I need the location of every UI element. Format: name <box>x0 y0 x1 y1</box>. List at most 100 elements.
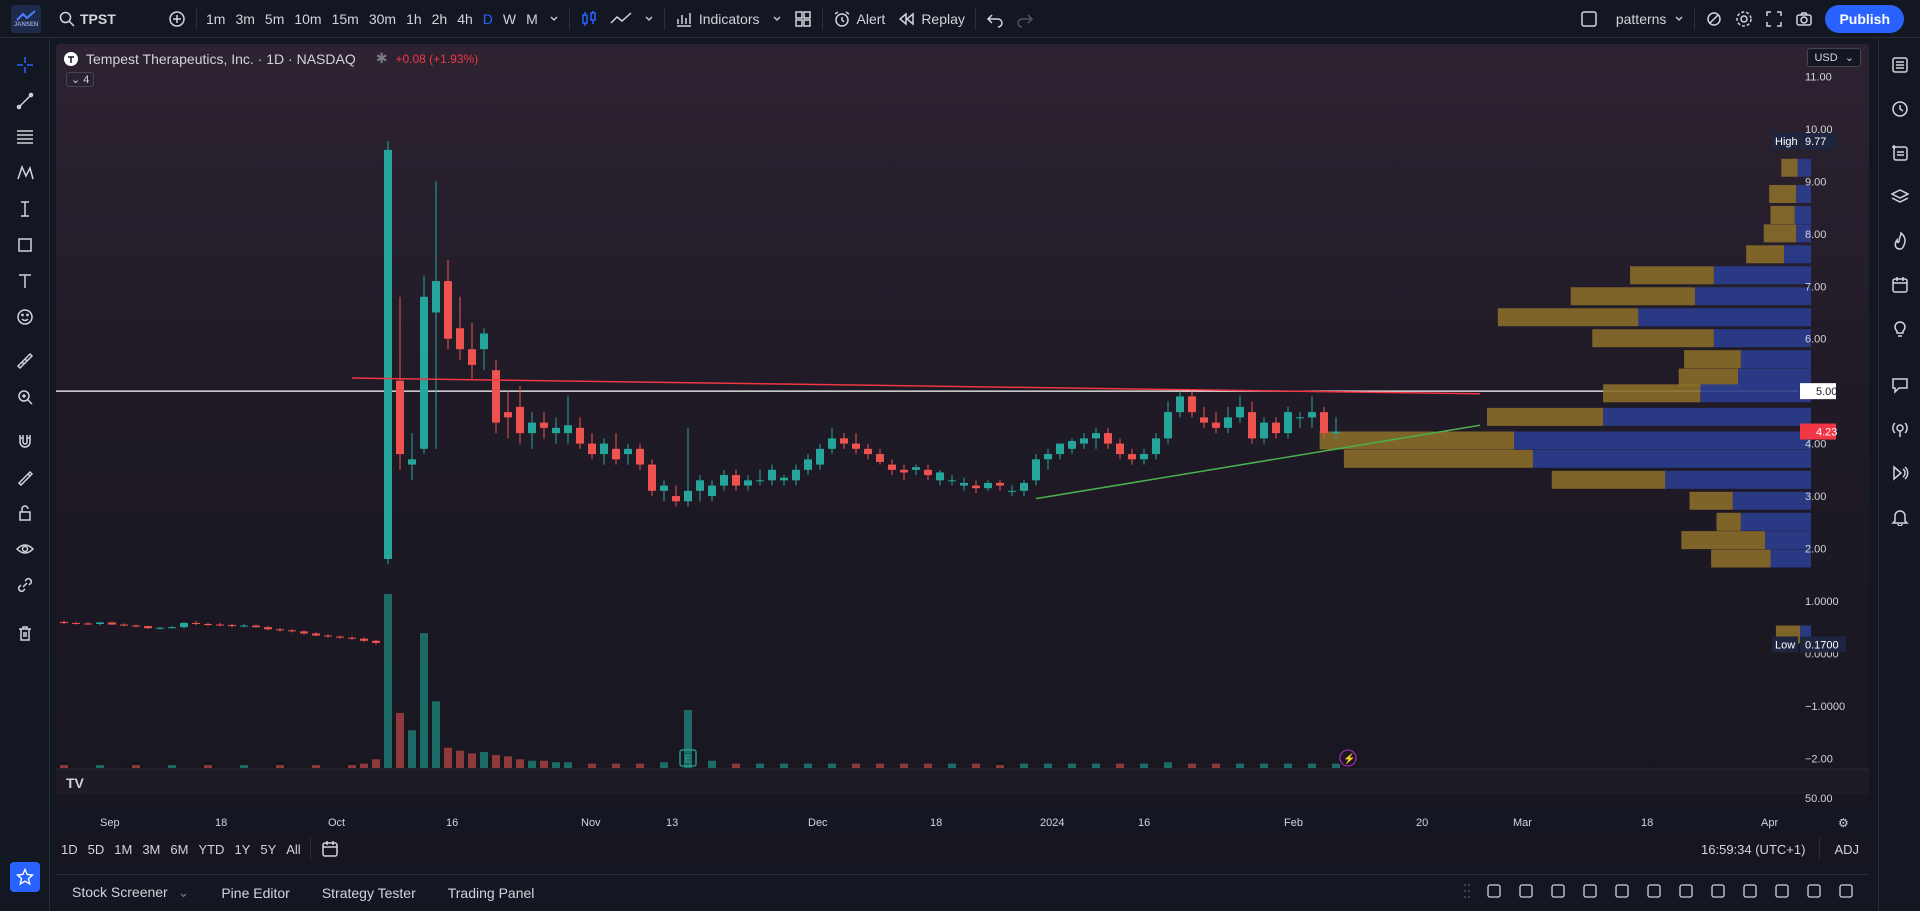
remove-drawings-tool[interactable] <box>13 621 37 645</box>
indicators-button[interactable]: Indicators <box>669 5 766 33</box>
star-badge-icon[interactable] <box>1741 882 1759 903</box>
trend-line-tool[interactable] <box>13 89 37 113</box>
lock-drawings-tool[interactable] <box>13 501 37 525</box>
watchlist-button[interactable] <box>1888 53 1912 77</box>
range-5y[interactable]: 5Y <box>260 841 277 857</box>
text-cursor-icon[interactable] <box>1581 882 1599 903</box>
range-ytd[interactable]: YTD <box>198 841 225 857</box>
image-icon[interactable] <box>1709 882 1727 903</box>
brand-logo[interactable]: JANSEN <box>0 0 52 38</box>
timeframe-3m[interactable]: 3m <box>235 10 255 27</box>
icon-tool[interactable] <box>13 305 37 329</box>
range-all[interactable]: All <box>286 841 301 857</box>
undo-button[interactable] <box>980 5 1010 33</box>
range-3m[interactable]: 3M <box>142 841 161 857</box>
settings-asterisk-icon[interactable]: ✱ <box>375 50 388 66</box>
link-tool[interactable] <box>13 573 37 597</box>
shapes-tool[interactable] <box>13 233 37 257</box>
earnings-marker[interactable] <box>679 749 697 767</box>
rect-icon[interactable] <box>1517 882 1535 903</box>
resistance-trendline[interactable] <box>351 377 1481 395</box>
projection-tool[interactable] <box>13 197 37 221</box>
tab-stock-screener[interactable]: Stock Screener ⌄ <box>56 884 205 901</box>
text-icon[interactable] <box>1677 882 1695 903</box>
indicators-dropdown[interactable] <box>766 5 788 33</box>
redo-button[interactable] <box>1010 5 1040 33</box>
alerts-panel-button[interactable] <box>1888 97 1912 121</box>
range-6m[interactable]: 6M <box>170 841 189 857</box>
tab-strategy-tester[interactable]: Strategy Tester <box>321 884 416 901</box>
tab-pine-editor[interactable]: Pine Editor <box>221 884 290 901</box>
fib-tool[interactable] <box>13 125 37 149</box>
streams-button[interactable] <box>1888 417 1912 441</box>
adjust-data-toggle[interactable]: ADJ <box>1834 841 1859 857</box>
currency-selector[interactable]: USD ⌄ <box>1807 48 1861 67</box>
timeframe-1m[interactable]: 1m <box>206 10 226 27</box>
timeframe-m[interactable]: M <box>526 10 538 27</box>
timeframe-5m[interactable]: 5m <box>264 10 285 27</box>
ideas-button[interactable] <box>1888 317 1912 341</box>
support-trendline[interactable] <box>1035 424 1481 500</box>
candles-chart-type-button[interactable] <box>574 5 604 33</box>
timeframe-w[interactable]: W <box>502 10 517 27</box>
pattern-tool[interactable] <box>13 161 37 185</box>
quick-search-button[interactable] <box>1699 5 1729 33</box>
range-1d[interactable]: 1D <box>61 841 78 857</box>
clock-timezone[interactable]: 16:59:34 (UTC+1) <box>1701 841 1806 857</box>
magnet-tool[interactable] <box>13 429 37 453</box>
zoom-tool[interactable] <box>13 385 37 409</box>
timeframe-dropdown[interactable] <box>543 5 565 33</box>
layers-button[interactable] <box>1888 185 1912 209</box>
notifications-button[interactable] <box>1888 505 1912 529</box>
symbol-search[interactable]: TPST <box>52 5 162 33</box>
grid-icon <box>794 10 811 27</box>
calendar-button[interactable] <box>1888 273 1912 297</box>
range-5d[interactable]: 5D <box>87 841 105 857</box>
chats-button[interactable] <box>1888 373 1912 397</box>
fullscreen-button[interactable] <box>1759 5 1789 33</box>
timeframe-4h[interactable]: 4h <box>457 10 473 27</box>
hotlists-button[interactable] <box>1888 229 1912 253</box>
timeframe-2h[interactable]: 2h <box>431 10 448 27</box>
data-window-button[interactable] <box>1888 141 1912 165</box>
timeframe-15m[interactable]: 15m <box>331 10 359 27</box>
arrow-down-icon[interactable] <box>1549 882 1567 903</box>
range-1m[interactable]: 1M <box>114 841 133 857</box>
playback-button[interactable] <box>1888 461 1912 485</box>
snapshot-button[interactable] <box>1789 5 1819 33</box>
lightning-event-marker[interactable] <box>1339 749 1357 767</box>
arrow-up-icon[interactable] <box>1613 882 1631 903</box>
path-icon[interactable] <box>1773 882 1791 903</box>
brush-icon[interactable] <box>1485 882 1503 903</box>
volume-profile-up-row <box>1746 245 1784 264</box>
price-chart[interactable]: EE⚡TV11.0010.009.008.007.006.005.004.003… <box>56 44 1869 864</box>
replay-button[interactable]: Replay <box>891 5 971 33</box>
layout-menu-button[interactable]: patterns <box>1574 5 1691 33</box>
text-tool[interactable] <box>13 269 37 293</box>
hide-drawings-tool[interactable] <box>13 537 37 561</box>
alert-button[interactable]: Alert <box>827 5 892 33</box>
stay-drawing-tool[interactable] <box>13 465 37 489</box>
measure-tool[interactable] <box>13 349 37 373</box>
publish-button[interactable]: Publish <box>1825 4 1904 33</box>
tab-trading-panel[interactable]: Trading Panel <box>447 884 535 901</box>
timeframe-10m[interactable]: 10m <box>294 10 322 27</box>
ellipse-icon[interactable] <box>1645 882 1663 903</box>
ruler-icon[interactable] <box>1805 882 1823 903</box>
chart-pane[interactable]: EE⚡TV11.0010.009.008.007.006.005.004.003… <box>56 44 1869 864</box>
layouts-button[interactable] <box>788 5 818 33</box>
legend-indicators-toggle[interactable]: ⌄ 4 <box>66 72 95 87</box>
range-1y[interactable]: 1Y <box>234 841 251 857</box>
compare-button[interactable] <box>162 5 192 33</box>
timeframe-1h[interactable]: 1h <box>406 10 422 27</box>
timeframe-d[interactable]: D <box>482 10 493 27</box>
goto-date-button[interactable] <box>315 835 345 863</box>
range-list: 1D 5D 1M 3M 6M YTD 1Y 5Y All <box>56 842 306 857</box>
timeframe-30m[interactable]: 30m <box>368 10 397 27</box>
trend-icon[interactable] <box>1837 882 1855 903</box>
chart-type-dropdown[interactable] <box>638 5 660 33</box>
line-chart-type-button[interactable] <box>604 5 638 33</box>
favorites-button[interactable] <box>10 862 40 892</box>
settings-button[interactable] <box>1729 5 1759 33</box>
crosshair-tool[interactable] <box>13 53 37 77</box>
